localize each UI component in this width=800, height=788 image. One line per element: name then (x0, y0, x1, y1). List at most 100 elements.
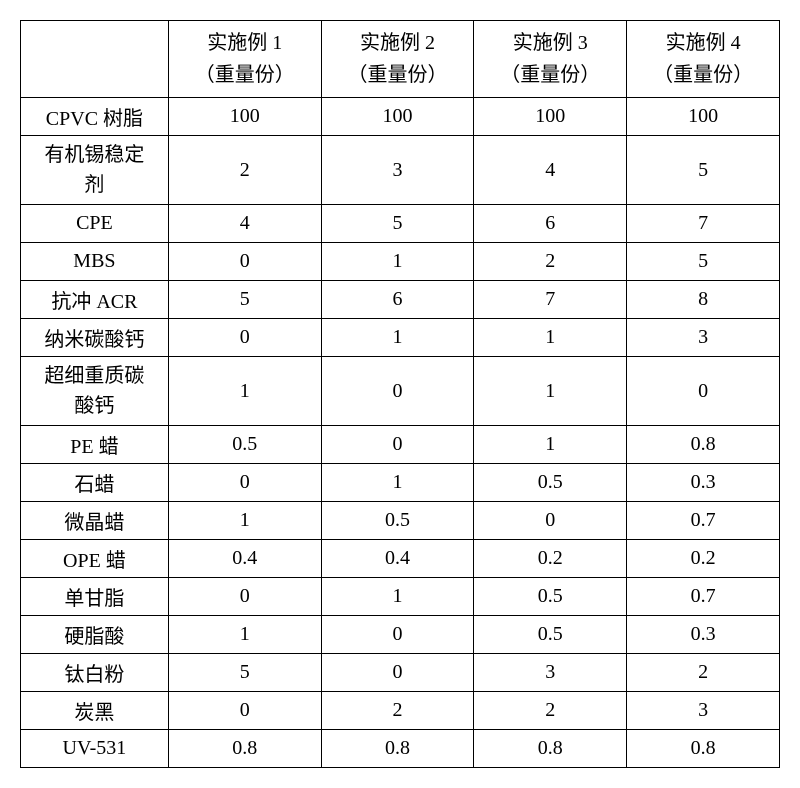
header-col-2-line1: 实施例 2 (360, 32, 435, 54)
header-col-2-line2: （重量份） (347, 64, 447, 86)
cell-value: 5 (321, 205, 474, 243)
cell-value: 6 (321, 281, 474, 319)
cell-value: 0.5 (474, 616, 627, 654)
cell-value: 0 (168, 243, 321, 281)
header-col-3: 实施例 3 （重量份） (474, 21, 627, 98)
cell-value: 0.8 (168, 730, 321, 768)
row-label: 微晶蜡 (21, 502, 169, 540)
cell-value: 3 (321, 136, 474, 205)
cell-value: 0.4 (168, 540, 321, 578)
cell-value: 0.8 (627, 426, 780, 464)
cell-value: 0.3 (627, 464, 780, 502)
cell-value: 1 (321, 464, 474, 502)
cell-value: 0.2 (627, 540, 780, 578)
cell-value: 8 (627, 281, 780, 319)
cell-value: 0 (168, 578, 321, 616)
cell-value: 7 (474, 281, 627, 319)
cell-value: 7 (627, 205, 780, 243)
cell-value: 1 (321, 578, 474, 616)
row-label-line: 剂 (84, 174, 104, 196)
cell-value: 1 (474, 319, 627, 357)
cell-value: 0.8 (474, 730, 627, 768)
cell-value: 0.4 (321, 540, 474, 578)
cell-value: 3 (627, 692, 780, 730)
cell-value: 1 (321, 319, 474, 357)
table-row: UV-5310.80.80.80.8 (21, 730, 780, 768)
row-label: 纳米碳酸钙 (21, 319, 169, 357)
cell-value: 1 (168, 502, 321, 540)
cell-value: 0.7 (627, 578, 780, 616)
cell-value: 2 (168, 136, 321, 205)
cell-value: 0 (321, 616, 474, 654)
cell-value: 100 (474, 98, 627, 136)
cell-value: 0 (321, 654, 474, 692)
cell-value: 0 (321, 426, 474, 464)
cell-value: 1 (321, 243, 474, 281)
row-label-line: 超细重质碳 (44, 365, 144, 387)
header-col-3-line1: 实施例 3 (513, 32, 588, 54)
row-label: 炭黑 (21, 692, 169, 730)
cell-value: 1 (168, 616, 321, 654)
table-row: 超细重质碳酸钙1010 (21, 357, 780, 426)
cell-value: 6 (474, 205, 627, 243)
row-label: 钛白粉 (21, 654, 169, 692)
cell-value: 5 (168, 281, 321, 319)
cell-value: 0.5 (168, 426, 321, 464)
row-label: 石蜡 (21, 464, 169, 502)
header-empty (21, 21, 169, 98)
row-label-line: 有机锡稳定 (44, 144, 144, 166)
row-label: 单甘脂 (21, 578, 169, 616)
cell-value: 0.8 (321, 730, 474, 768)
table-row: 钛白粉5032 (21, 654, 780, 692)
header-col-1: 实施例 1 （重量份） (168, 21, 321, 98)
table-row: 硬脂酸100.50.3 (21, 616, 780, 654)
cell-value: 0.2 (474, 540, 627, 578)
row-label: CPVC 树脂 (21, 98, 169, 136)
header-col-1-line1: 实施例 1 (207, 32, 282, 54)
table-row: OPE 蜡0.40.40.20.2 (21, 540, 780, 578)
cell-value: 0.5 (321, 502, 474, 540)
cell-value: 2 (321, 692, 474, 730)
header-col-4-line1: 实施例 4 (666, 32, 741, 54)
table-row: 炭黑0223 (21, 692, 780, 730)
cell-value: 4 (474, 136, 627, 205)
table-body: CPVC 树脂100100100100有机锡稳定剂2345CPE4567MBS0… (21, 98, 780, 768)
cell-value: 0 (321, 357, 474, 426)
cell-value: 100 (168, 98, 321, 136)
header-col-4: 实施例 4 （重量份） (627, 21, 780, 98)
table-row: CPVC 树脂100100100100 (21, 98, 780, 136)
row-label: PE 蜡 (21, 426, 169, 464)
cell-value: 0 (168, 464, 321, 502)
table-row: 微晶蜡10.500.7 (21, 502, 780, 540)
table-row: 石蜡010.50.3 (21, 464, 780, 502)
cell-value: 1 (474, 357, 627, 426)
table-row: 有机锡稳定剂 2345 (21, 136, 780, 205)
cell-value: 5 (168, 654, 321, 692)
header-col-4-line2: （重量份） (653, 64, 753, 86)
table-row: PE 蜡0.5010.8 (21, 426, 780, 464)
table-row: MBS0125 (21, 243, 780, 281)
cell-value: 0 (168, 319, 321, 357)
row-label-line: 酸钙 (74, 395, 114, 417)
row-label: 硬脂酸 (21, 616, 169, 654)
composition-table: 实施例 1 （重量份） 实施例 2 （重量份） 实施例 3 （重量份） 实施例 … (20, 20, 780, 768)
cell-value: 0.7 (627, 502, 780, 540)
cell-value: 5 (627, 136, 780, 205)
cell-value: 2 (474, 243, 627, 281)
row-label: UV-531 (21, 730, 169, 768)
header-col-2: 实施例 2 （重量份） (321, 21, 474, 98)
cell-value: 1 (474, 426, 627, 464)
row-label: CPE (21, 205, 169, 243)
cell-value: 3 (627, 319, 780, 357)
cell-value: 3 (474, 654, 627, 692)
header-col-1-line2: （重量份） (195, 64, 295, 86)
cell-value: 0.8 (627, 730, 780, 768)
row-label: 抗冲 ACR (21, 281, 169, 319)
header-col-3-line2: （重量份） (500, 64, 600, 86)
cell-value: 2 (627, 654, 780, 692)
table-row: CPE4567 (21, 205, 780, 243)
table-row: 单甘脂010.50.7 (21, 578, 780, 616)
cell-value: 100 (627, 98, 780, 136)
table-row: 纳米碳酸钙0113 (21, 319, 780, 357)
row-label: OPE 蜡 (21, 540, 169, 578)
